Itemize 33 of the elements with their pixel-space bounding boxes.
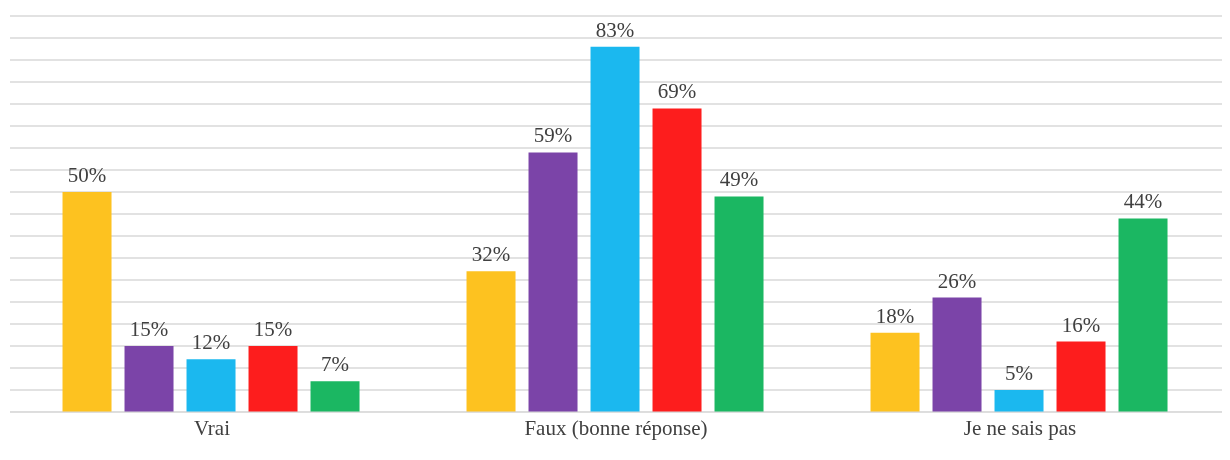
bar xyxy=(248,346,298,412)
x-tick-label: Vrai xyxy=(193,415,231,440)
bar xyxy=(994,390,1044,412)
bar xyxy=(1056,341,1106,412)
bar xyxy=(124,346,174,412)
bar xyxy=(652,108,702,412)
data-label: 15% xyxy=(129,317,169,341)
data-label: 83% xyxy=(595,17,635,42)
data-label: 5% xyxy=(1005,361,1034,385)
bar xyxy=(528,152,578,412)
data-label: 16% xyxy=(1061,312,1101,337)
data-label: 7% xyxy=(321,352,350,377)
data-label: 49% xyxy=(719,167,759,192)
bar xyxy=(186,359,236,412)
data-label: 26% xyxy=(937,268,977,293)
bar xyxy=(1118,218,1168,412)
data-label: 18% xyxy=(875,303,915,328)
bar xyxy=(62,192,112,412)
bar xyxy=(932,297,982,412)
bar xyxy=(310,381,360,412)
bar xyxy=(870,332,920,412)
bar xyxy=(714,196,764,412)
data-label: 59% xyxy=(533,123,573,148)
data-label: 12% xyxy=(191,330,231,355)
x-tick-label: Je ne sais pas xyxy=(963,415,1077,440)
data-label: 44% xyxy=(1123,189,1163,214)
x-tick-label: Faux (bonne réponse) xyxy=(524,415,708,440)
data-label: 69% xyxy=(657,79,697,104)
bar xyxy=(466,271,516,412)
bar xyxy=(590,46,640,412)
data-label: 50% xyxy=(67,163,107,187)
data-label: 32% xyxy=(471,242,511,267)
data-label: 15% xyxy=(253,317,293,341)
